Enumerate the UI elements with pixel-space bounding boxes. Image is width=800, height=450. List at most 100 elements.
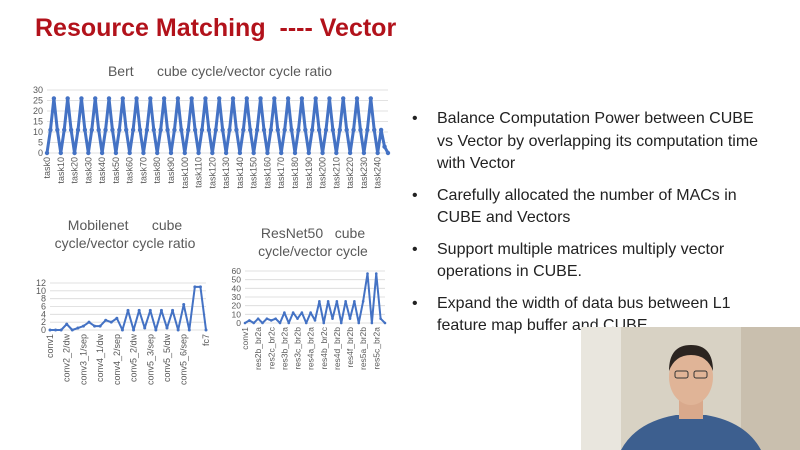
- data-point: [304, 321, 308, 325]
- y-tick-label: 12: [36, 278, 46, 288]
- data-point: [196, 150, 201, 156]
- x-tick-label: conv5_5/dw: [162, 334, 172, 383]
- data-point: [275, 127, 280, 133]
- x-tick-label: task230: [359, 157, 369, 189]
- data-point: [65, 96, 70, 101]
- data-point: [120, 96, 125, 101]
- data-point: [282, 127, 287, 133]
- shirt: [621, 415, 761, 450]
- data-point: [220, 127, 225, 133]
- data-point: [144, 127, 150, 133]
- data-point: [334, 150, 339, 156]
- data-point: [82, 127, 88, 133]
- data-point: [372, 127, 377, 133]
- x-tick-label: task80: [152, 157, 162, 184]
- data-point: [179, 127, 184, 133]
- x-tick-label: task140: [235, 157, 245, 189]
- x-tick-label: conv5_6/sep: [179, 334, 189, 385]
- data-point: [327, 96, 332, 101]
- data-point: [318, 300, 321, 303]
- data-point: [79, 96, 84, 101]
- data-point: [272, 96, 277, 101]
- data-point: [117, 127, 122, 133]
- y-tick-label: 30: [33, 85, 43, 95]
- data-point: [344, 300, 347, 303]
- x-tick-label: task240: [373, 157, 383, 189]
- data-point: [251, 150, 256, 156]
- chart-title: Mobilenet cube cycle/vector cycle ratio: [54, 217, 196, 251]
- y-tick-label: 8: [41, 294, 46, 304]
- data-point: [168, 150, 174, 156]
- data-point: [81, 324, 85, 328]
- data-point: [86, 150, 91, 156]
- y-tick-label: 15: [33, 117, 43, 127]
- data-point: [103, 127, 108, 133]
- data-point: [176, 328, 180, 332]
- data-point: [148, 96, 153, 101]
- data-point: [365, 127, 370, 133]
- data-point: [87, 320, 91, 324]
- data-point: [148, 308, 152, 312]
- data-point: [274, 317, 277, 320]
- data-point: [358, 127, 363, 133]
- data-point: [291, 311, 295, 314]
- data-point: [296, 317, 299, 320]
- data-point: [223, 150, 229, 156]
- glasses: [693, 370, 708, 379]
- x-tick-label: res3b_br2a: [279, 327, 289, 370]
- bullet: Support multiple matrices multiply vecto…: [412, 239, 772, 284]
- data-point: [198, 285, 202, 289]
- data-point: [59, 328, 63, 332]
- data-point: [113, 150, 119, 156]
- data-point: [256, 317, 260, 320]
- data-point: [143, 326, 147, 330]
- data-point: [199, 127, 205, 133]
- x-tick-label: task200: [318, 157, 328, 189]
- data-point: [303, 127, 308, 133]
- data-point: [337, 127, 342, 133]
- data-point: [213, 127, 218, 133]
- x-tick-label: task150: [249, 157, 259, 189]
- data-point: [361, 150, 367, 156]
- data-point: [300, 311, 304, 314]
- data-point: [75, 127, 81, 133]
- x-tick-label: res5c_br2a: [371, 327, 381, 370]
- data-point: [351, 127, 356, 133]
- data-point: [193, 285, 197, 289]
- data-point: [326, 300, 330, 303]
- data-point: [261, 127, 267, 133]
- data-point: [48, 127, 53, 133]
- data-point: [124, 127, 129, 133]
- data-point: [292, 150, 298, 156]
- data-point: [382, 144, 387, 149]
- x-tick-label: task100: [180, 157, 190, 189]
- data-point: [310, 127, 315, 133]
- data-point: [278, 321, 282, 325]
- data-point: [159, 308, 163, 312]
- x-tick-label: res4f_br2b: [345, 327, 355, 368]
- data-point: [368, 96, 373, 101]
- data-point: [155, 150, 160, 156]
- x-tick-label: task70: [138, 157, 148, 184]
- data-point: [175, 96, 181, 101]
- x-tick-label: conv3_1/sep: [78, 334, 88, 385]
- data-point: [44, 150, 50, 156]
- data-point: [265, 317, 269, 320]
- data-point: [130, 127, 136, 133]
- x-tick-label: res4b_br2c: [319, 326, 329, 369]
- data-point: [339, 321, 343, 325]
- data-point: [258, 96, 263, 101]
- data-point: [309, 311, 312, 314]
- data-point: [296, 127, 301, 133]
- chart-title: Bert cube cycle/vector cycle ratio: [107, 63, 333, 79]
- data-point: [348, 317, 352, 320]
- data-point: [76, 326, 80, 330]
- data-point: [70, 328, 74, 332]
- y-tick-label: 50: [232, 275, 242, 285]
- data-point: [127, 150, 132, 156]
- y-tick-label: 4: [41, 309, 46, 319]
- data-point: [335, 300, 339, 303]
- x-tick-label: conv1: [240, 327, 250, 350]
- data-point: [154, 328, 158, 332]
